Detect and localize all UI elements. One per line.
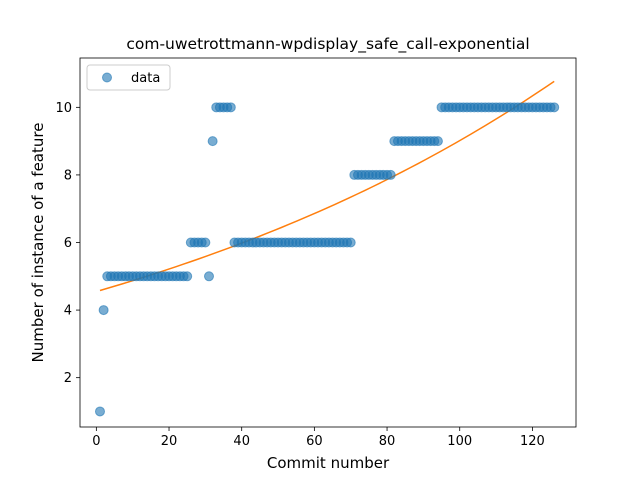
data-point [98,305,109,316]
data-point [432,136,443,147]
data-point [549,102,560,113]
y-tick-label: 2 [64,371,72,386]
data-point [207,136,218,147]
x-axis: 0 20 40 60 80 100 120 [92,427,545,449]
x-tick-label: 120 [520,434,545,449]
y-axis: 2 4 6 8 10 [55,101,80,386]
x-tick-label: 60 [306,434,323,449]
chart-title: com-uwetrottmann-wpdisplay_safe_call-exp… [126,35,529,54]
legend-label-data: data [131,71,160,86]
data-point [200,237,211,248]
y-tick-label: 8 [64,168,72,183]
data-point [345,237,356,248]
x-tick-label: 80 [379,434,396,449]
y-axis-label: Number of instance of a feature [29,123,47,363]
y-tick-label: 6 [64,236,72,251]
data-point [385,169,396,180]
x-tick-label: 0 [92,434,100,449]
x-tick-label: 100 [447,434,472,449]
x-tick-label: 20 [161,434,178,449]
legend: data [86,64,171,91]
fit-line-layer [99,80,555,292]
y-tick-label: 10 [55,101,72,116]
legend-box [86,64,171,91]
x-axis-label: Commit number [267,454,390,472]
data-point [203,271,214,282]
data-point [94,406,105,417]
data-point [225,102,236,113]
data-points-layer [94,102,560,417]
plot-area [79,57,577,428]
data-point [182,271,193,282]
x-tick-label: 40 [233,434,250,449]
fit-line [99,80,555,292]
y-tick-label: 4 [64,304,72,319]
legend-marker-data [102,72,112,83]
